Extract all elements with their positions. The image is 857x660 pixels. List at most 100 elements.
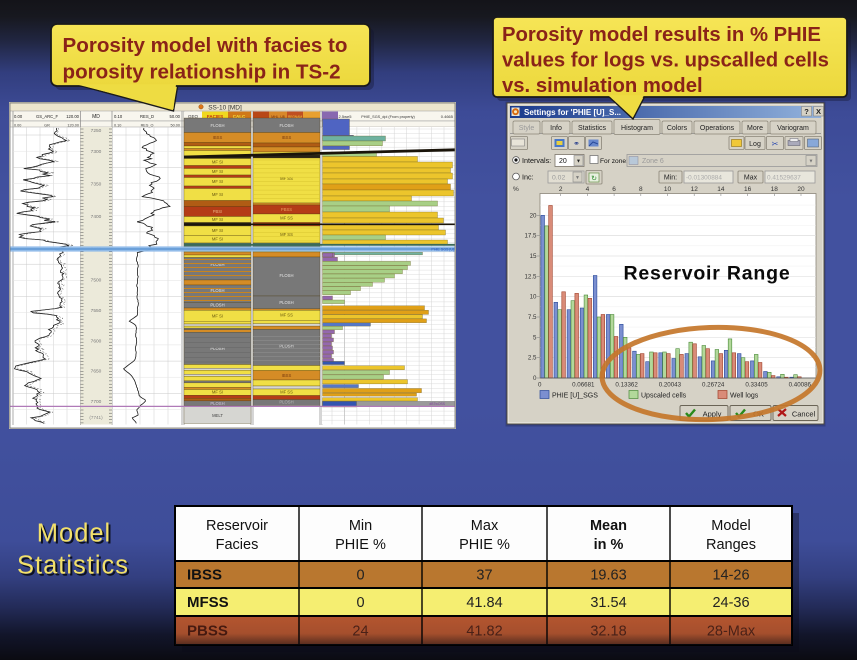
svg-text:Statistics: Statistics [578, 125, 607, 132]
svg-text:8: 8 [639, 186, 643, 193]
svg-text:2.5: 2.5 [528, 355, 537, 362]
svg-text:PBSI: PBSI [213, 209, 223, 214]
svg-text:IBSS: IBSS [282, 373, 292, 378]
svg-text:7550: 7550 [91, 308, 102, 314]
svg-text:0.33405: 0.33405 [745, 382, 768, 389]
svg-text:MF SI: MF SI [212, 390, 223, 395]
svg-text:values for logs vs. upscalled: values for logs vs. upscalled cells [502, 50, 829, 72]
svg-text:MFSS: MFSS [187, 594, 229, 611]
svg-text:SS-10 [MD]: SS-10 [MD] [208, 105, 242, 112]
svg-text:MF SI: MF SI [212, 169, 223, 174]
svg-text:MF SI: MF SI [212, 160, 223, 165]
svg-text:Upscaled cells: Upscaled cells [641, 393, 687, 400]
svg-text:X: X [816, 107, 821, 116]
svg-text:Max: Max [471, 518, 499, 534]
svg-text:Colors: Colors [667, 125, 688, 132]
svg-text:0: 0 [533, 375, 537, 382]
svg-text:7350: 7350 [91, 182, 102, 188]
svg-text:Mean: Mean [590, 518, 627, 534]
svg-text:Min:: Min: [664, 175, 677, 182]
svg-text:Operations: Operations [700, 125, 735, 132]
svg-text:Log: Log [749, 141, 761, 148]
svg-text:0.40086: 0.40086 [789, 382, 812, 389]
svg-text:0: 0 [356, 568, 364, 584]
svg-text:Intervals:: Intervals: [522, 156, 551, 165]
svg-text:IBSS: IBSS [282, 135, 292, 140]
svg-text:PLOSH: PLOSH [210, 303, 224, 308]
svg-text:16: 16 [744, 186, 752, 193]
svg-text:37: 37 [476, 568, 492, 584]
svg-text:10: 10 [664, 186, 672, 193]
svg-text:Facies: Facies [216, 537, 259, 553]
svg-text:GEO: GEO [188, 114, 199, 119]
svg-text:Ranges: Ranges [706, 537, 756, 553]
svg-text:0: 0 [356, 595, 364, 611]
svg-text:7500: 7500 [91, 278, 102, 284]
svg-text:0.10: 0.10 [114, 114, 123, 119]
svg-text:120.00: 120.00 [66, 114, 79, 119]
svg-text:(7741): (7741) [89, 415, 103, 420]
svg-text:PLOSH: PLOSH [279, 300, 293, 305]
svg-text:PHIE %: PHIE % [459, 537, 510, 553]
svg-text:Cancel: Cancel [792, 410, 816, 419]
svg-text:Inc:: Inc: [522, 173, 534, 182]
svg-text:Settings for 'PHIE [U]_S...: Settings for 'PHIE [U]_S... [524, 108, 621, 117]
svg-text:IBSS: IBSS [187, 567, 222, 584]
svg-text:120.00: 120.00 [67, 123, 79, 127]
svg-text:15: 15 [530, 253, 537, 260]
svg-text:MELT: MELT [212, 413, 223, 418]
svg-text:More: More [747, 125, 763, 132]
svg-text:▼: ▼ [809, 159, 814, 165]
svg-text:FLOSH: FLOSH [280, 123, 294, 128]
svg-text:4: 4 [586, 186, 590, 193]
svg-text:7250: 7250 [91, 128, 102, 134]
svg-text:50.00: 50.00 [170, 114, 181, 119]
svg-text:0.10: 0.10 [114, 123, 121, 127]
svg-text:7.5: 7.5 [528, 314, 537, 321]
svg-text:MF SI: MF SI [212, 228, 223, 233]
svg-text:12.5: 12.5 [524, 273, 537, 280]
svg-text:2: 2 [559, 186, 563, 193]
svg-text:19.63: 19.63 [590, 568, 626, 584]
svg-text:RES_D: RES_D [140, 114, 154, 119]
svg-text:41.84: 41.84 [466, 595, 502, 611]
svg-text:PHIE %: PHIE % [335, 537, 386, 553]
svg-text:dBTwOSS: dBTwOSS [429, 402, 445, 406]
svg-text:MF SS: MF SS [280, 176, 293, 181]
svg-text:RES_O: RES_O [141, 123, 154, 127]
svg-text:PBSS: PBSS [281, 207, 292, 212]
svg-text:↻: ↻ [591, 176, 597, 183]
svg-text:Style: Style [519, 125, 535, 132]
svg-text:31.54: 31.54 [590, 595, 626, 611]
svg-text:20: 20 [530, 212, 537, 219]
svg-text:PHIE SGS [U]: PHIE SGS [U] [431, 248, 454, 252]
svg-text:2.5we5: 2.5we5 [339, 114, 353, 119]
svg-text:Max: Max [744, 175, 758, 182]
svg-text:FLOSH: FLOSH [280, 273, 294, 278]
svg-text:PHIE_SGS_dpl (From property): PHIE_SGS_dpl (From property) [361, 115, 415, 119]
svg-text:Apply: Apply [703, 410, 722, 419]
svg-text:▼: ▼ [575, 175, 580, 181]
svg-text:5: 5 [533, 334, 537, 341]
svg-text:GR: GR [44, 123, 50, 127]
svg-text:PLOSH: PLOSH [210, 401, 224, 406]
svg-text:Reservoir: Reservoir [206, 518, 268, 534]
svg-text:7700: 7700 [91, 399, 102, 405]
svg-text:FLOSH: FLOSH [211, 288, 225, 293]
svg-text:6: 6 [612, 186, 616, 193]
svg-text:MHL_U8: MHL_U8 [271, 115, 284, 119]
svg-text:Zone 6: Zone 6 [642, 158, 664, 165]
svg-text:17.5: 17.5 [524, 233, 537, 240]
svg-text:MF SS: MF SS [280, 390, 293, 395]
svg-text:10: 10 [530, 294, 537, 301]
svg-text:Model: Model [37, 520, 111, 548]
svg-text:MF SI: MF SI [212, 314, 223, 319]
svg-text:For zone:: For zone: [600, 158, 628, 165]
svg-text:MF SS: MF SS [280, 216, 293, 221]
svg-text:14-26: 14-26 [712, 568, 749, 584]
svg-text:0.26724: 0.26724 [702, 382, 725, 389]
svg-text:CALC: CALC [233, 114, 246, 119]
svg-text:REGNAM: REGNAM [288, 115, 302, 119]
svg-text:0.06681: 0.06681 [572, 382, 595, 389]
svg-text:Statistics: Statistics [19, 554, 131, 582]
